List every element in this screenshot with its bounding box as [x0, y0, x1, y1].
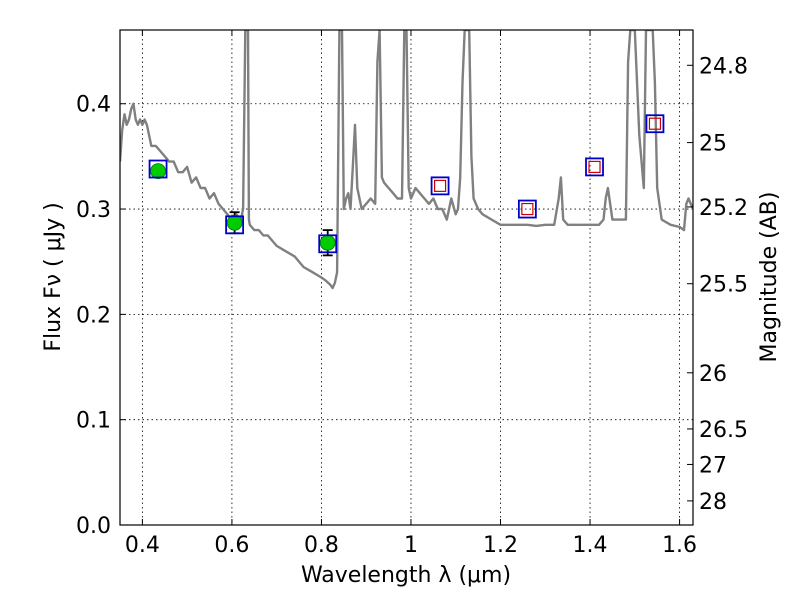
x-tick-label: 1.6 — [662, 533, 697, 558]
x-tick-label: 1.4 — [573, 533, 608, 558]
x-tick-label: 1.2 — [483, 533, 518, 558]
model-photometry-box — [585, 157, 604, 177]
y-tick-label: 0.3 — [76, 198, 111, 223]
model-photometry-box — [148, 159, 168, 179]
plot-frame — [119, 29, 694, 526]
magnitude-tick-label: 27 — [699, 453, 727, 478]
model-photometry-box — [318, 234, 338, 254]
model-flux-box — [521, 202, 534, 216]
x-tick-label: 0.6 — [214, 533, 249, 558]
x-tick-label: 0.4 — [125, 533, 160, 558]
y-tick-label: 0.1 — [76, 409, 111, 434]
model-photometry-box — [225, 215, 245, 235]
observed-point — [226, 214, 243, 231]
x-tick-label: 1 — [404, 533, 418, 558]
plot-area — [120, 30, 693, 290]
model-photometry-box — [645, 114, 665, 134]
observed-point — [150, 163, 166, 180]
y-tick-label: 0.2 — [76, 303, 111, 328]
ticks: 0.4 0.6 0.8 1 1.2 1.4 1.6 0.0 0.1 0.2 0.3 0.4 24.8 25… — [76, 30, 748, 558]
y2-axis-title: Magnitude (AB) — [757, 192, 782, 363]
x-tick-label: 0.8 — [304, 533, 339, 558]
magnitude-tick-label: 25.5 — [699, 273, 748, 298]
magnitude-tick-label: 26.5 — [699, 418, 748, 443]
y-axis-title: Flux Fν ( μJy ) — [41, 202, 66, 351]
y-tick-label: 0.0 — [76, 514, 111, 539]
magnitude-tick-label: 24.8 — [699, 54, 748, 79]
magnitude-tick-label: 28 — [699, 490, 727, 515]
model-photometry-box — [430, 176, 450, 196]
magnitude-tick-label: 25.2 — [699, 196, 748, 221]
x-axis-title: Wavelength λ (μm) — [301, 563, 511, 588]
y-tick-label: 0.4 — [76, 93, 111, 118]
magnitude-tick-label: 25 — [699, 132, 727, 157]
model-flux-box — [433, 179, 447, 192]
observed-point — [319, 234, 336, 251]
model-flux-box — [588, 160, 601, 174]
model-photometry-box — [517, 199, 537, 219]
grid — [120, 30, 693, 526]
model-spectrum-line — [120, 30, 693, 290]
model-flux-box — [648, 117, 662, 130]
magnitude-tick-label: 26 — [699, 362, 727, 387]
